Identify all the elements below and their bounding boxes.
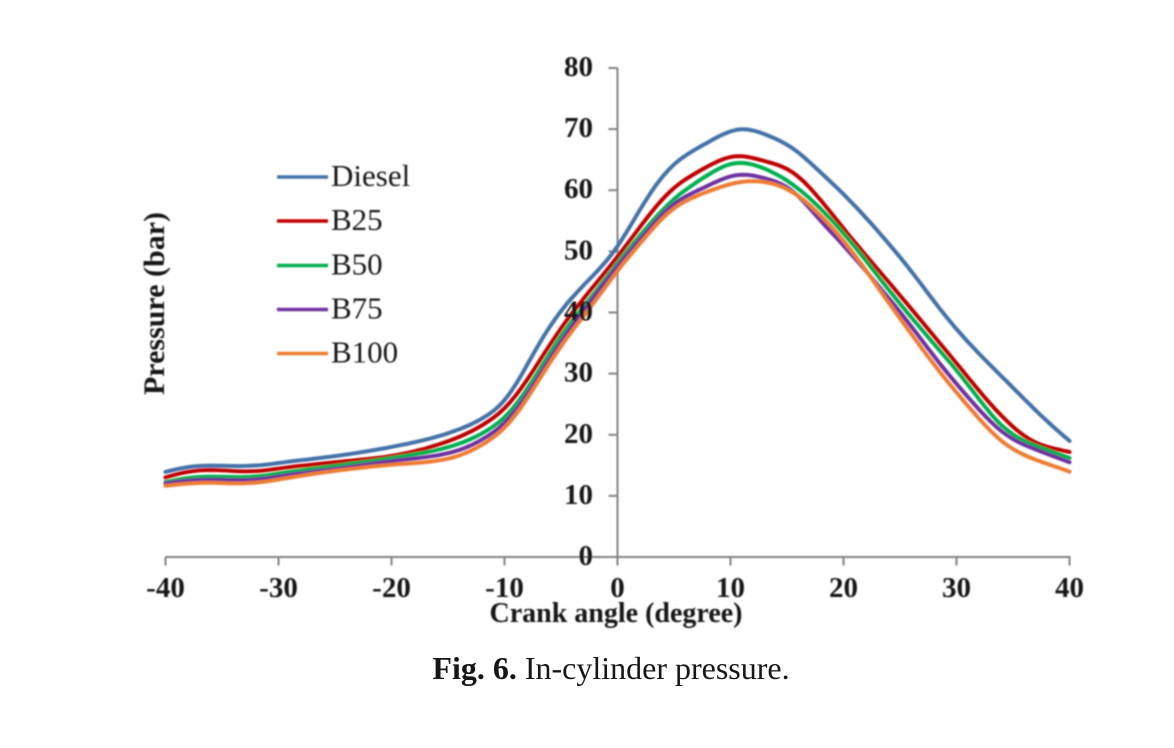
svg-text:20: 20 [564,418,593,450]
svg-text:70: 70 [564,112,593,144]
svg-text:10: 10 [564,479,593,511]
svg-text:10: 10 [716,572,745,604]
svg-text:60: 60 [564,173,593,205]
svg-text:30: 30 [564,357,593,389]
svg-text:B75: B75 [331,291,383,326]
svg-text:Pressure (bar): Pressure (bar) [138,212,171,395]
svg-text:50: 50 [564,234,593,266]
svg-text:B100: B100 [331,335,398,370]
svg-text:40: 40 [564,296,593,328]
svg-text:Diesel: Diesel [331,158,410,193]
svg-text:-20: -20 [372,572,411,604]
svg-text:Fig. 6. In-cylinder pressure.: Fig. 6. In-cylinder pressure. [432,650,789,686]
svg-text:30: 30 [942,572,971,604]
svg-text:80: 80 [564,51,593,83]
svg-text:0: 0 [610,572,625,604]
svg-text:Crank angle (degree): Crank angle (degree) [490,598,743,629]
svg-text:0: 0 [579,540,594,572]
svg-text:40: 40 [1055,572,1084,604]
svg-text:B50: B50 [331,247,383,282]
svg-text:B25: B25 [331,202,383,237]
svg-text:20: 20 [829,572,858,604]
svg-text:-40: -40 [146,572,185,604]
svg-text:-30: -30 [259,572,298,604]
svg-text:-10: -10 [485,572,524,604]
